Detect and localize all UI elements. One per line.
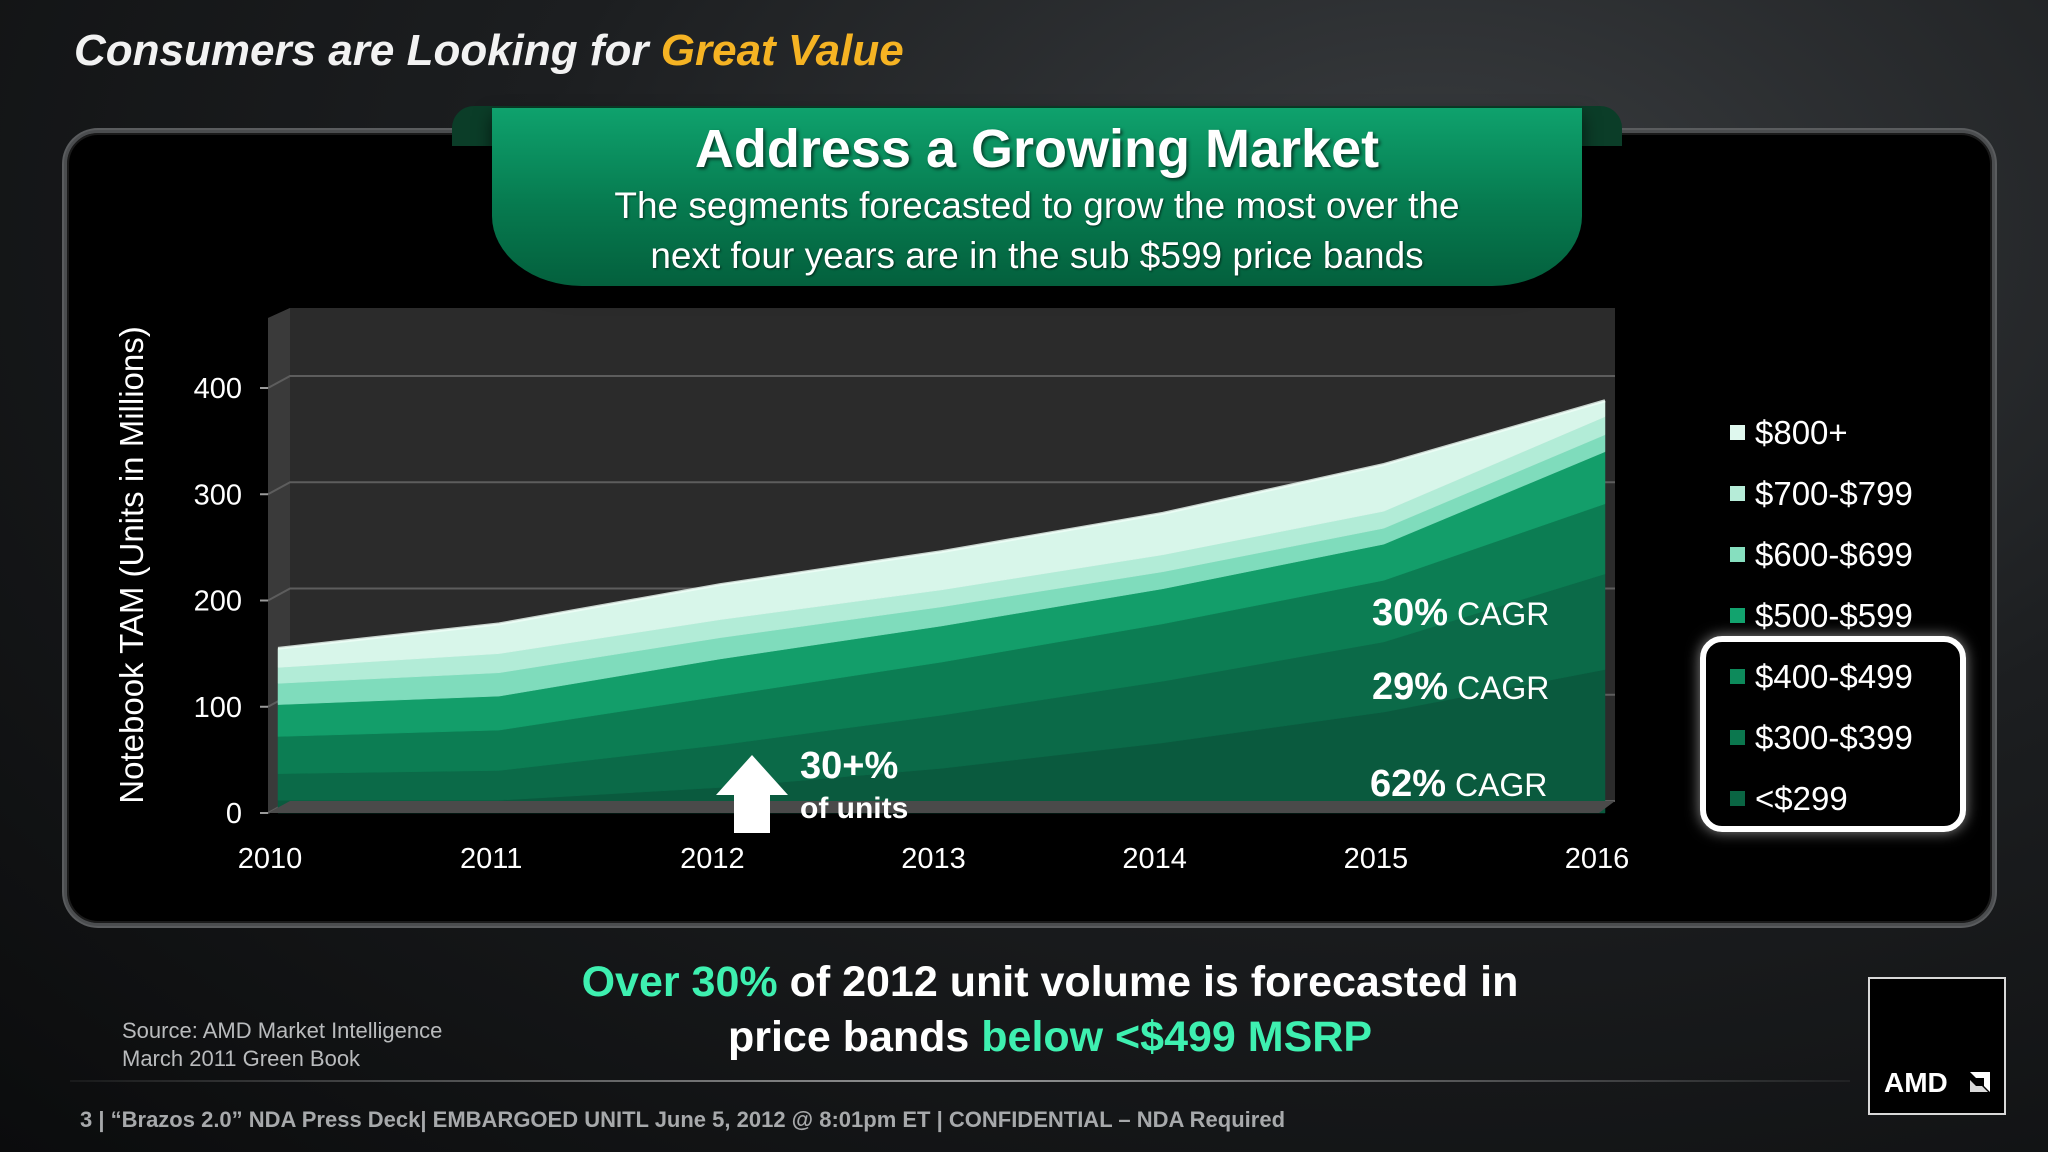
legend-item: $700-$799 <box>1730 463 1990 524</box>
source-line: March 2011 Green Book <box>122 1045 361 1071</box>
banner: Address a Growing Market The segments fo… <box>492 108 1582 286</box>
legend-swatch <box>1730 547 1745 562</box>
legend-item: $600-$699 <box>1730 524 1990 585</box>
legend-label: $400-$499 <box>1755 657 1913 695</box>
area-top-edge <box>277 399 1606 650</box>
source-note: Source: AMD Market Intelligence March 20… <box>122 1017 442 1073</box>
bottom-callout: Over 30% of 2012 unit volume is forecast… <box>470 955 1630 1065</box>
legend-swatch <box>1730 791 1745 806</box>
footer: 3 | “Brazos 2.0” NDA Press Deck| EMBARGO… <box>80 1107 1286 1132</box>
banner-title: Address a Growing Market <box>694 119 1380 179</box>
y-tick-label: 0 <box>226 798 242 830</box>
legend: $800+ $700-$799 $600-$699 $500-$599 $400… <box>1730 402 1990 829</box>
gridline <box>267 375 1615 389</box>
amd-logo-text: AMD <box>1884 1067 1948 1098</box>
legend-label: $600-$699 <box>1755 535 1913 573</box>
y-tick-label: 400 <box>194 373 242 405</box>
gridline <box>267 481 1615 496</box>
x-tick-label: 2011 <box>460 843 522 875</box>
legend-item: $500-$599 <box>1730 585 1990 646</box>
legend-label: $300-$399 <box>1755 718 1913 756</box>
legend-item: <$299 <box>1730 768 1990 829</box>
footer-rule <box>70 1080 1850 1082</box>
units-annotation: 30+% <box>800 745 898 787</box>
legend-highlight-box <box>1700 636 1966 832</box>
legend-label: $500-$599 <box>1755 596 1913 634</box>
x-tick-label: 2012 <box>680 843 745 875</box>
legend-swatch <box>1730 730 1745 745</box>
x-tick-label: 2015 <box>1344 843 1409 875</box>
legend-label: $700-$799 <box>1755 474 1913 512</box>
up-arrow-icon <box>716 755 788 833</box>
slide-title-main: Consumers are Looking for <box>74 26 661 75</box>
legend-item: $800+ <box>1730 402 1990 463</box>
cagr-annotation: 62% CAGR <box>1370 763 1547 805</box>
x-tick-label: 2016 <box>1565 843 1630 875</box>
y-tick-label: 200 <box>194 586 242 618</box>
x-tick-label: 2010 <box>238 843 303 875</box>
banner-subtitle-line2: next four years are in the sub $599 pric… <box>650 235 1424 277</box>
x-tick-label: 2014 <box>1122 843 1187 875</box>
chart-floor <box>268 801 1615 813</box>
cagr-annotation: 29% CAGR <box>1372 666 1549 708</box>
legend-swatch <box>1730 608 1745 623</box>
legend-item: $300-$399 <box>1730 707 1990 768</box>
banner-subtitle-line1: The segments forecasted to grow the most… <box>614 185 1460 227</box>
y-tick-label: 100 <box>194 692 242 724</box>
source-line: Source: AMD Market Intelligence <box>122 1018 443 1043</box>
cagr-annotation: 30% CAGR <box>1372 592 1549 634</box>
bottom-callout-highlight: below <$499 MSRP <box>981 1013 1373 1062</box>
legend-swatch <box>1730 425 1745 440</box>
legend-label: <$299 <box>1755 779 1848 817</box>
bottom-callout-text: of 2012 unit volume is forecasted in <box>777 958 1519 1006</box>
bottom-callout-text: price bands <box>727 1013 982 1062</box>
x-tick-label: 2013 <box>901 843 966 875</box>
bottom-callout-highlight: Over 30% <box>581 958 778 1006</box>
y-axis-label: Notebook TAM (Units in Millions) <box>113 326 150 803</box>
y-tick-label: 300 <box>194 479 242 511</box>
slide-title: Consumers are Looking for Great Value <box>74 26 904 76</box>
units-annotation-sub: of units <box>800 792 908 825</box>
amd-arrow-icon <box>1970 1072 1990 1092</box>
legend-item: $400-$499 <box>1730 646 1990 707</box>
legend-label: $800+ <box>1755 413 1848 451</box>
legend-swatch <box>1730 669 1745 684</box>
amd-logo: AMD <box>1868 977 2006 1115</box>
legend-swatch <box>1730 486 1745 501</box>
slide-title-highlight: Great Value <box>660 26 904 75</box>
